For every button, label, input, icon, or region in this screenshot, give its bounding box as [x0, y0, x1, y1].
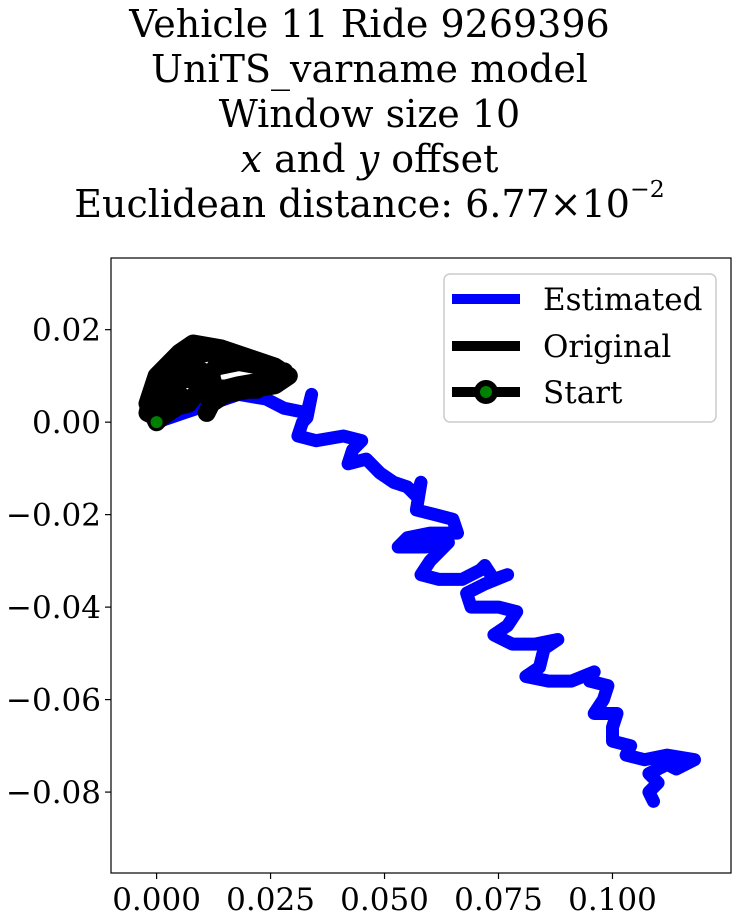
distance-prefix: Euclidean distance:: [74, 182, 466, 226]
distance-exponent: −2: [629, 174, 665, 203]
title-line-distance: Euclidean distance: 6.77×10−2: [0, 177, 739, 227]
x-tick-label: 0.050: [340, 882, 429, 918]
x-tick-label: 0.075: [454, 882, 543, 918]
start-layer: [150, 416, 163, 429]
title-line-offset: x and y offset: [0, 137, 739, 182]
legend-label-estimated: Estimated: [543, 282, 702, 318]
y-tick-label: −0.02: [6, 498, 101, 534]
y-tick-label: 0.00: [32, 405, 101, 441]
distance-times: ×10: [549, 182, 630, 226]
title-line-model: UniTS_varname model: [151, 47, 588, 91]
legend-label-start: Start: [543, 375, 623, 411]
title-and: and: [262, 137, 358, 181]
legend-marker-start: [474, 380, 498, 404]
x-axis: 0.000 0.025 0.050 0.075 0.100: [112, 873, 657, 918]
distance-mantissa: 6.77: [465, 182, 550, 226]
y-axis: 0.02 0.00 −0.02 −0.04 −0.06 −0.08: [6, 313, 111, 811]
y-tick-label: −0.06: [6, 683, 101, 719]
legend-box: [443, 273, 717, 423]
y-tick-label: 0.02: [32, 313, 101, 349]
title-var-y: y: [357, 137, 380, 181]
title-line-window: Window size 10: [218, 92, 521, 136]
series-line-estimated: [150, 387, 701, 808]
title-line-vehicle: Vehicle 11 Ride 9269396: [129, 2, 610, 46]
axes-frame: [110, 257, 732, 874]
series-line-original: [138, 334, 298, 432]
chart-title: Vehicle 11 Ride 9269396 UniTS_varname mo…: [0, 2, 739, 227]
series-layer: [138, 334, 701, 808]
y-tick-label: −0.04: [6, 590, 101, 626]
title-offset-word: offset: [379, 137, 499, 181]
start-marker: [150, 416, 163, 429]
title-var-x: x: [240, 137, 263, 181]
legend-label-original: Original: [543, 329, 671, 365]
x-tick-label: 0.000: [112, 882, 201, 918]
y-tick-label: −0.08: [6, 775, 101, 811]
legend: Estimated Original Start: [443, 273, 717, 423]
x-tick-label: 0.025: [226, 882, 315, 918]
x-tick-label: 0.100: [568, 882, 657, 918]
